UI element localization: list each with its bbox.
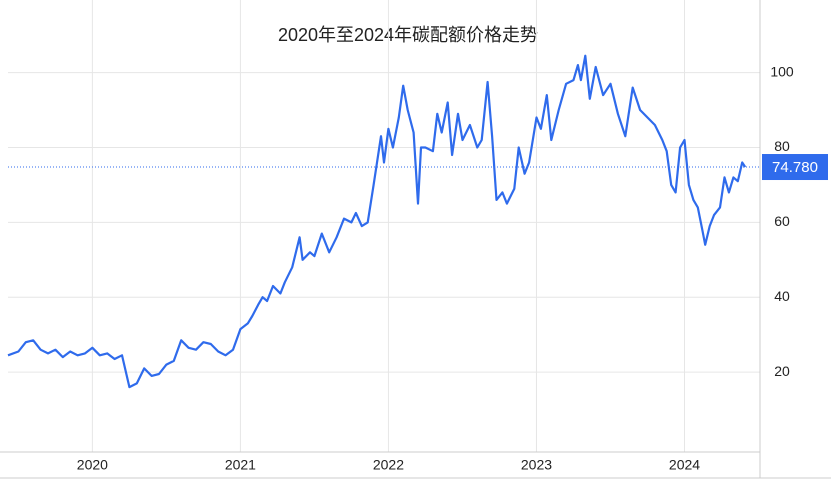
last-value-box	[762, 154, 828, 181]
y-tick-label: 20	[774, 363, 790, 379]
x-tick-label: 2023	[521, 457, 552, 473]
chart-title: 2020年至2024年碳配额价格走势	[278, 25, 538, 45]
y-tick-label: 40	[774, 288, 790, 304]
y-tick-label: 60	[774, 213, 790, 229]
y-tick-label: 100	[770, 63, 794, 79]
price-line	[7, 54, 747, 389]
x-tick-label: 2021	[225, 457, 256, 473]
last-value-label: 74.780	[772, 159, 818, 176]
y-tick-label: 80	[774, 138, 790, 154]
x-tick-label: 2022	[373, 457, 404, 473]
x-tick-label: 2020	[77, 457, 108, 473]
x-tick-label: 2024	[669, 457, 700, 473]
